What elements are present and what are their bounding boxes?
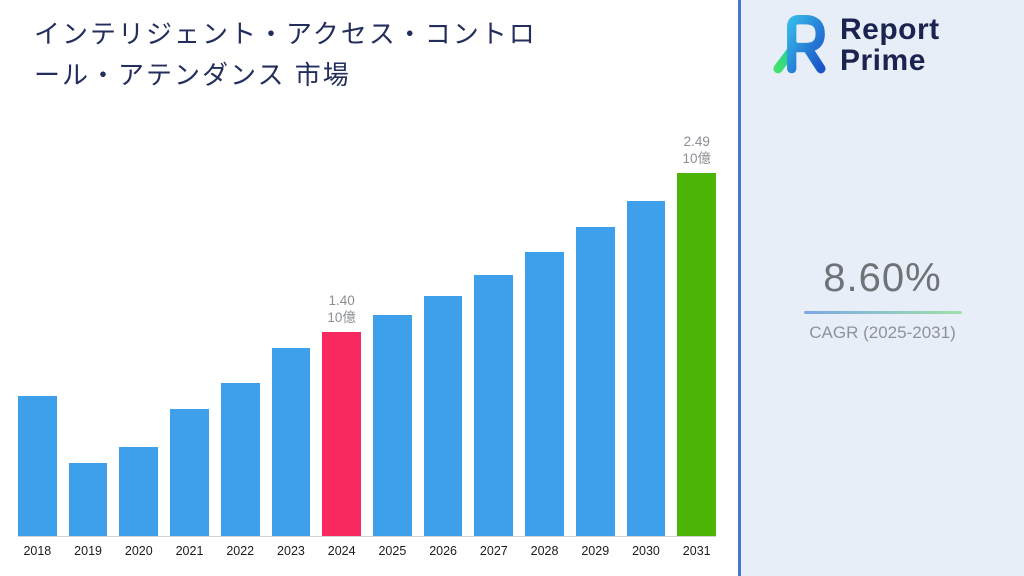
chart-plot: 1.40 10億 2.49 10億: [18, 128, 717, 537]
bar-column-2024: 1.40 10億: [322, 128, 362, 536]
brand-name-line2: Prime: [840, 43, 926, 77]
bar-column-2022: [220, 128, 260, 536]
cagr-label: CAGR (2025-2031): [809, 323, 956, 342]
x-label-2018: 2018: [23, 544, 52, 558]
cagr-block: 8.60% CAGR (2025-2031): [742, 256, 1023, 343]
x-label-2022: 2022: [226, 544, 255, 558]
x-label-2026: 2026: [429, 544, 458, 558]
annotation-value-2024: 1.40: [328, 293, 355, 308]
bar-column-2028: [525, 128, 564, 536]
page-title: インテリジェント・アクセス・コントロ ール・アテンダンス 市場: [34, 14, 694, 96]
bar-column-2030: [626, 128, 666, 536]
bar-column-2029: [575, 128, 615, 536]
bar-2022: [220, 383, 260, 536]
panel-divider: [738, 0, 741, 576]
page-title-line1: インテリジェント・アクセス・コントロ: [34, 19, 537, 49]
right-panel: [741, 0, 1024, 576]
bar-column-2018: [18, 128, 57, 536]
bar-2030: [626, 201, 666, 536]
x-label-2021: 2021: [175, 544, 204, 558]
bar-annotation-2031: 2.49 10億: [668, 133, 726, 167]
brand-name: Report Prime: [840, 14, 940, 76]
bar-2018: [18, 396, 57, 536]
page-title-line2: ール・アテンダンス 市場: [34, 60, 351, 90]
bar-2023: [271, 348, 311, 536]
bar-column-2021: [170, 128, 209, 536]
x-label-2029: 2029: [581, 544, 610, 558]
x-label-2025: 2025: [378, 544, 407, 558]
brand-name-line1: Report: [840, 12, 940, 46]
bar-column-2019: [68, 128, 108, 536]
brand-logo-icon: [770, 10, 832, 79]
annotation-value-2031: 2.49: [683, 134, 710, 149]
x-label-2024: 2024: [327, 544, 356, 558]
bar-2021: [170, 409, 209, 536]
x-label-2027: 2027: [479, 544, 508, 558]
bar-2020: [119, 447, 159, 536]
bar-column-2020: [119, 128, 159, 536]
bar-2025: [373, 315, 412, 536]
bar-chart: 1.40 10億 2.49 10億 2018 2019 2020 2021 2022 2023 2…: [18, 128, 717, 558]
bar-2031: [677, 173, 717, 536]
bar-2027: [474, 275, 514, 536]
cagr-value: 8.60%: [823, 256, 942, 300]
x-label-2023: 2023: [277, 544, 305, 558]
bar-2028: [525, 252, 564, 536]
x-label-2028: 2028: [530, 544, 559, 558]
x-label-2020: 2020: [124, 544, 153, 558]
bar-column-2023: [271, 128, 311, 536]
x-label-2030: 2030: [632, 544, 660, 558]
chart-xlabels: 2018 2019 2020 2021 2022 2023 2024 2025 2026 2027…: [18, 544, 716, 558]
bar-annotation-2024: 1.40 10億: [313, 292, 371, 326]
annotation-unit-2031: 10億: [682, 151, 711, 166]
bar-2029: [575, 227, 615, 536]
x-label-2019: 2019: [74, 544, 102, 558]
bar-column-2026: [423, 128, 463, 536]
brand-logo: Report Prime: [770, 10, 940, 79]
annotation-unit-2024: 10億: [327, 310, 356, 325]
cagr-underline: [803, 311, 962, 314]
bar-column-2031: 2.49 10億: [677, 128, 717, 536]
bar-2019: [68, 463, 108, 536]
bar-2024: [322, 332, 362, 536]
x-label-2031: 2031: [682, 544, 711, 558]
bar-column-2025: [373, 128, 412, 536]
bar-2026: [423, 296, 463, 536]
bar-column-2027: [474, 128, 514, 536]
